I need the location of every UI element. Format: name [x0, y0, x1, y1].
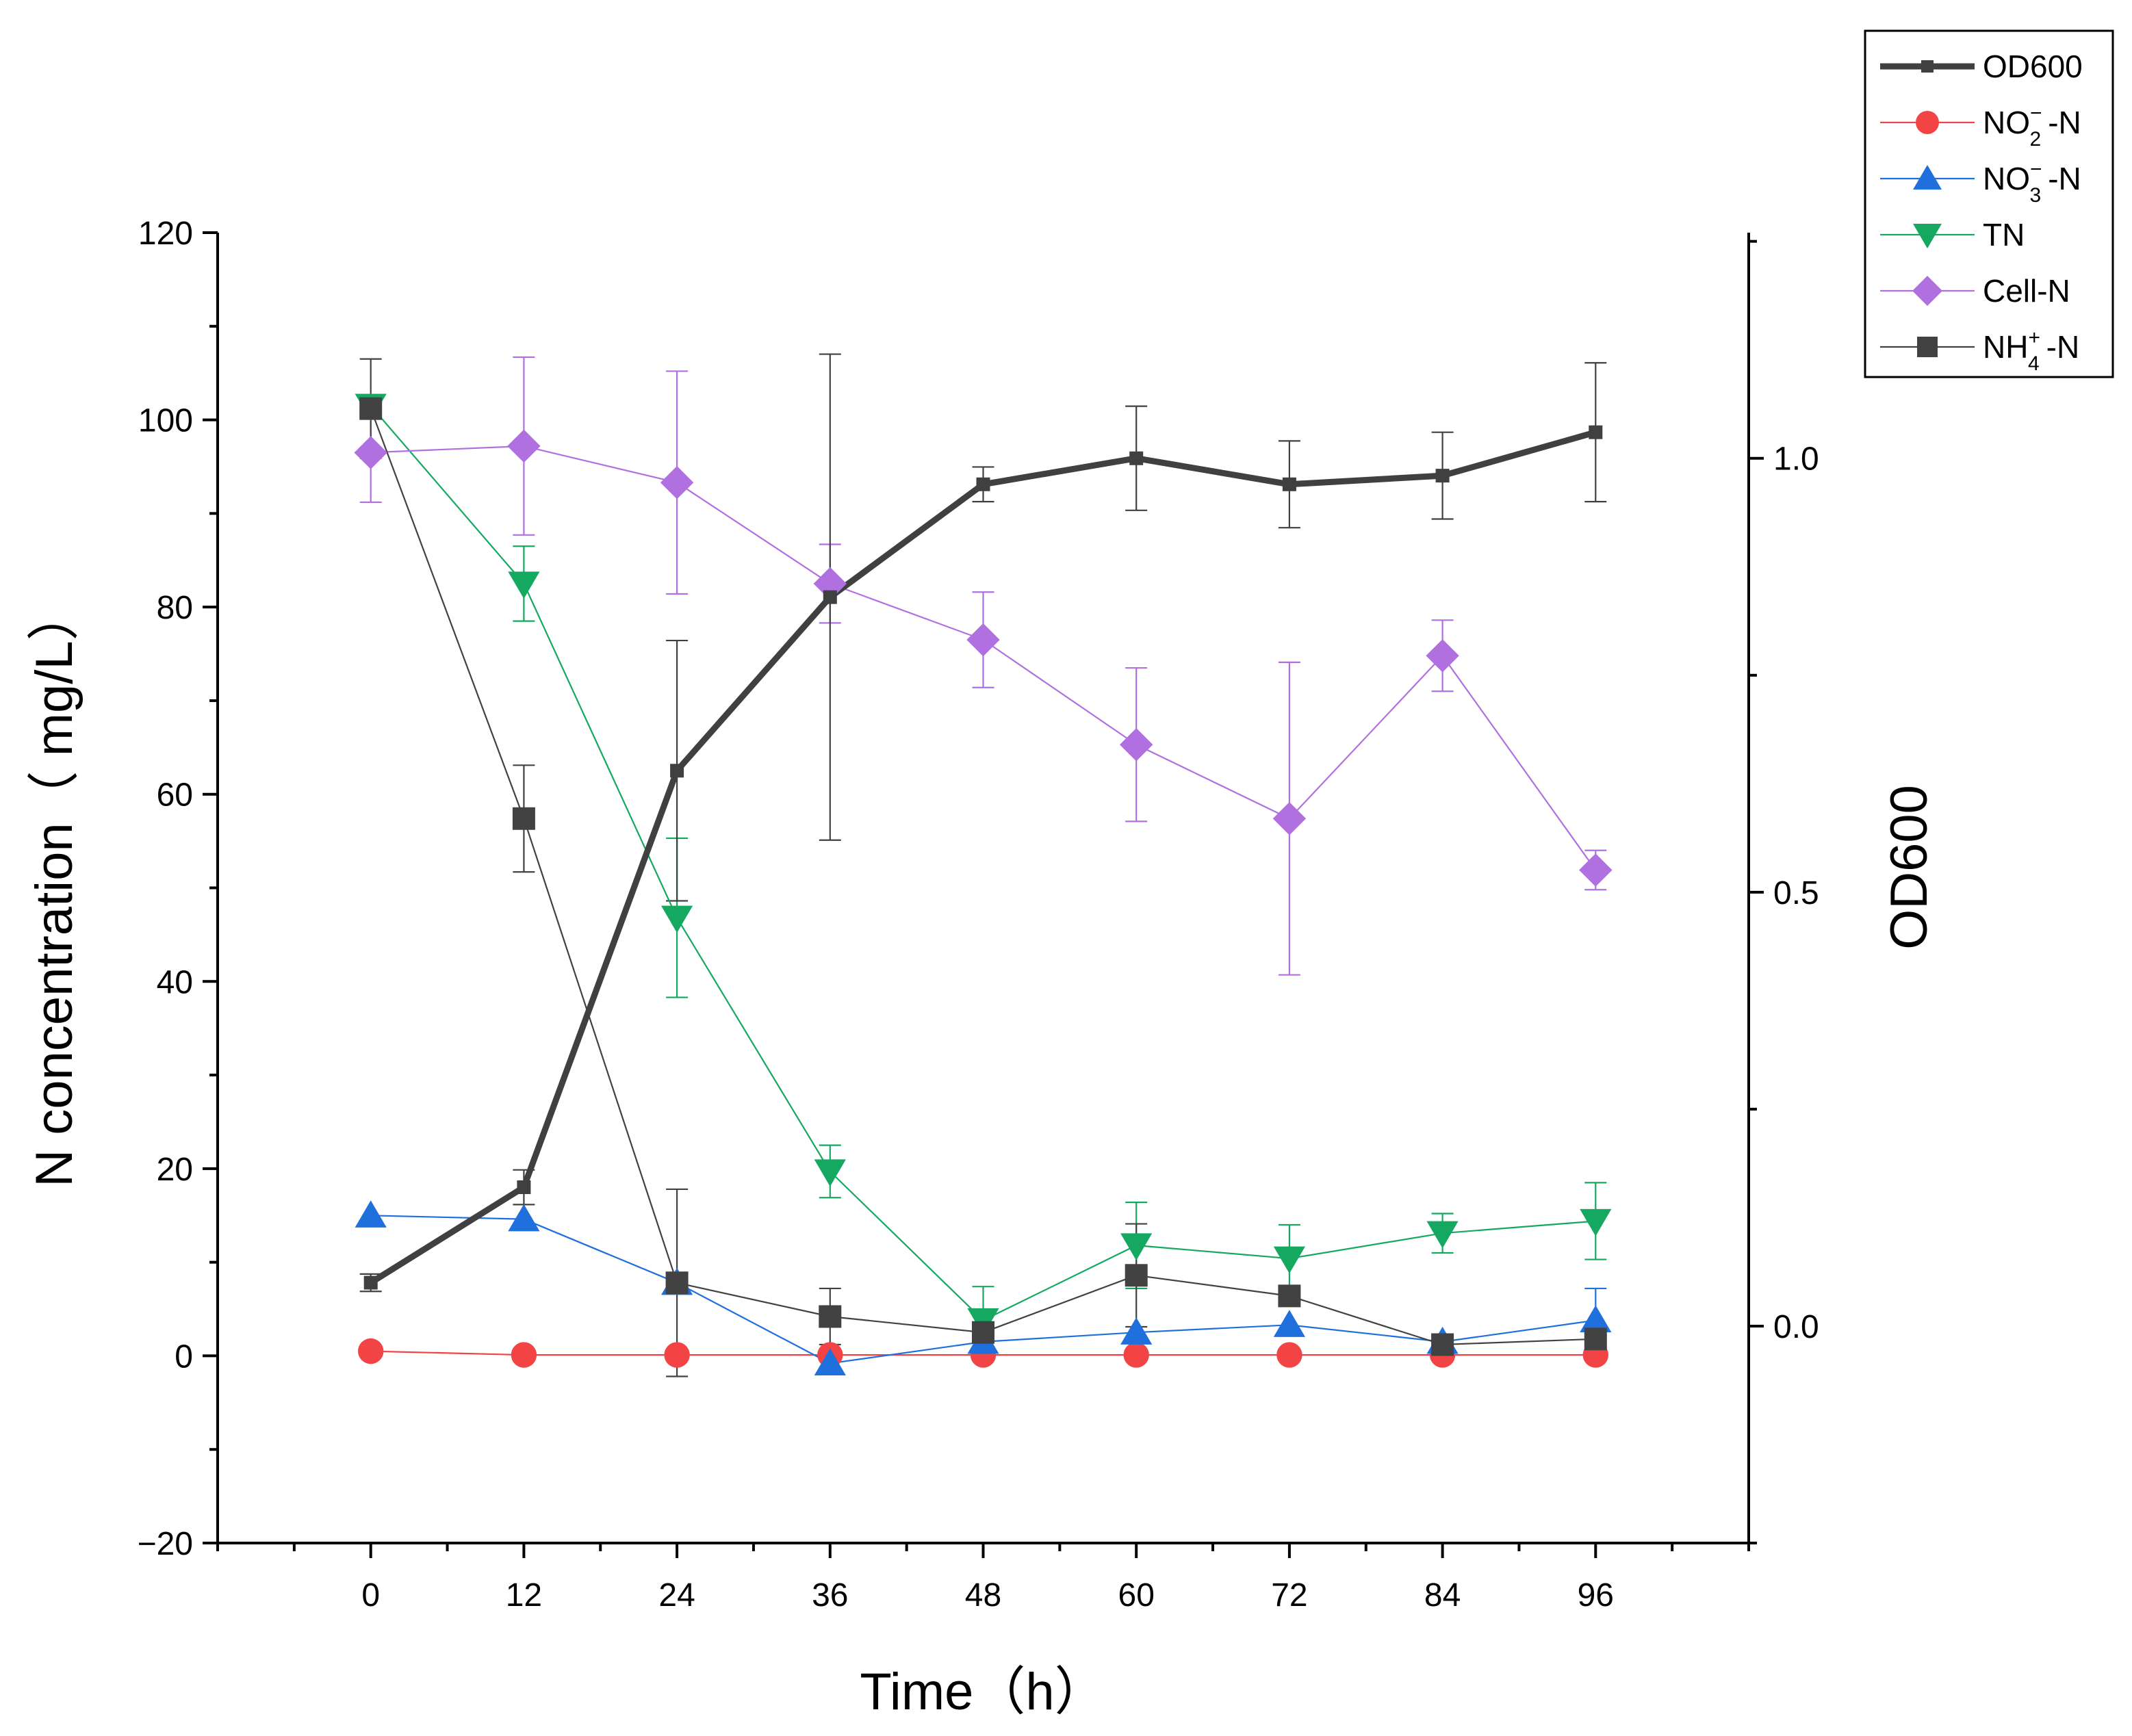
data-point-3-8 [1580, 1208, 1612, 1236]
data-point-0-8 [1589, 425, 1603, 439]
y-tick-label: −20 [138, 1526, 193, 1562]
data-point-0-2 [670, 764, 684, 778]
x-tick-label: 0 [361, 1577, 380, 1614]
legend-marker-1 [1916, 111, 1939, 134]
data-point-1-1 [511, 1342, 537, 1368]
data-point-0-0 [363, 1275, 378, 1290]
data-point-3-6 [1273, 1246, 1305, 1274]
data-point-4-6 [1272, 802, 1307, 835]
data-point-4-0 [354, 436, 387, 469]
data-point-0-6 [1282, 477, 1296, 491]
x-axis-title: Time（h） [860, 1663, 1106, 1721]
data-point-3-3 [814, 1159, 846, 1187]
legend-label-4: Cell-N [1983, 273, 2070, 309]
y2-tick-label: 0.0 [1773, 1309, 1819, 1345]
data-point-2-0 [355, 1200, 387, 1228]
y-axis-title: N concentration（ mg/L） [25, 588, 84, 1187]
data-point-0-3 [823, 590, 837, 604]
legend-marker-3 [1913, 224, 1942, 248]
x-tick-label: 12 [506, 1577, 542, 1614]
x-tick-label: 48 [965, 1577, 1001, 1614]
legend-label-0: OD600 [1983, 49, 2083, 84]
data-point-2-6 [1273, 1310, 1305, 1337]
data-point-1-6 [1276, 1342, 1302, 1368]
y-tick-label: 40 [157, 964, 193, 1000]
data-point-3-2 [661, 905, 693, 933]
data-point-4-1 [507, 429, 541, 463]
y-tick-label: 80 [157, 590, 193, 626]
data-point-0-7 [1435, 469, 1450, 483]
data-point-4-3 [813, 567, 847, 601]
x-tick-label: 72 [1271, 1577, 1307, 1614]
data-point-3-7 [1426, 1221, 1459, 1249]
data-point-2-5 [1120, 1317, 1153, 1345]
data-point-1-0 [358, 1338, 384, 1364]
data-point-5-3 [819, 1305, 842, 1328]
y2-tick-label: 0.5 [1773, 875, 1819, 911]
legend: OD600 NO− 2 -N NO− 3 -N TN Cell-N NH+ 4 -N [1864, 29, 2114, 378]
tick-labels: −20 0 20 40 60 80 100 120 0.0 0.5 1.0 0 12 24 36 48 60 72… [138, 216, 1819, 1614]
data-point-1-5 [1123, 1342, 1149, 1368]
x-tick-label: 60 [1118, 1577, 1155, 1614]
series-markers [354, 393, 1613, 1375]
data-point-2-3 [814, 1348, 846, 1375]
y-tick-label: 120 [138, 216, 193, 252]
y2-tick-label: 1.0 [1773, 441, 1819, 478]
data-point-4-4 [966, 623, 1000, 657]
x-tick-label: 24 [658, 1577, 695, 1614]
data-point-3-1 [508, 571, 540, 599]
data-point-0-1 [517, 1180, 531, 1195]
y-tick-label: 0 [175, 1338, 193, 1375]
data-point-4-8 [1579, 853, 1613, 887]
legend-marker-4 [1912, 276, 1942, 306]
x-tick-label: 36 [812, 1577, 848, 1614]
data-point-4-5 [1120, 728, 1153, 762]
axes [203, 231, 1764, 1558]
data-point-5-6 [1278, 1284, 1301, 1308]
data-point-4-7 [1426, 639, 1459, 673]
data-point-5-2 [665, 1271, 689, 1295]
legend-marker-5 [1917, 337, 1938, 357]
y-tick-label: 60 [157, 777, 193, 814]
legend-box [1864, 29, 2114, 378]
data-point-5-8 [1584, 1327, 1607, 1351]
legend-label-2: NO− 3 -N [1983, 158, 2081, 207]
data-point-2-1 [508, 1204, 540, 1232]
legend-marker-2 [1913, 165, 1942, 190]
data-point-5-1 [512, 807, 535, 830]
x-tick-label: 84 [1424, 1577, 1461, 1614]
y2-axis-title: OD600 [1880, 785, 1938, 950]
y-tick-label: 100 [138, 403, 193, 439]
data-point-5-0 [359, 397, 383, 420]
legend-label-3: TN [1983, 217, 2025, 252]
data-point-5-7 [1431, 1333, 1454, 1356]
data-point-4-2 [660, 466, 694, 500]
data-point-5-4 [972, 1321, 994, 1344]
data-point-3-5 [1120, 1233, 1153, 1261]
legend-label-5: NH+ 4 -N [1983, 326, 2079, 375]
data-point-0-4 [976, 477, 990, 491]
data-point-5-5 [1125, 1264, 1148, 1287]
legend-label-1: NO− 2 -N [1983, 102, 2081, 151]
data-point-2-8 [1580, 1305, 1612, 1333]
x-tick-label: 96 [1578, 1577, 1614, 1614]
y-tick-label: 20 [157, 1152, 193, 1188]
data-point-0-5 [1129, 451, 1144, 465]
data-point-1-2 [664, 1342, 690, 1368]
legend-marker-0 [1921, 60, 1934, 73]
